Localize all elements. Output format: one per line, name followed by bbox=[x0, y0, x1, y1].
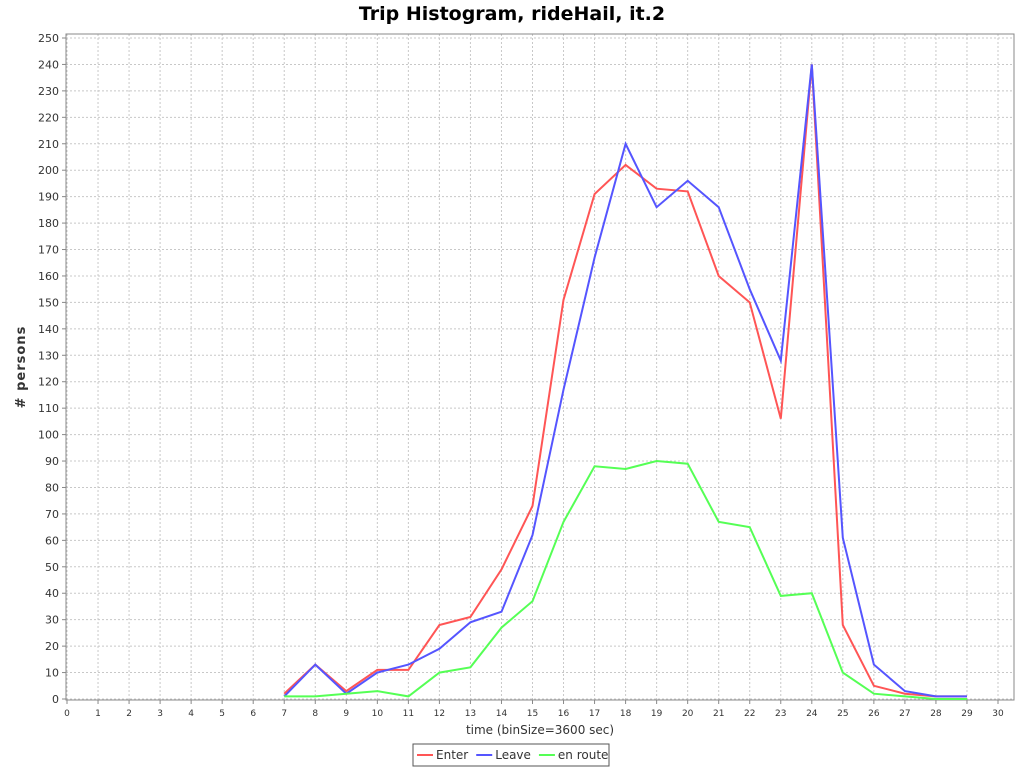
y-tick-label: 40 bbox=[45, 587, 59, 600]
x-tick-label: 21 bbox=[713, 709, 724, 719]
x-tick-label: 9 bbox=[343, 709, 349, 719]
x-tick-label: 2 bbox=[126, 709, 132, 719]
y-tick-label: 180 bbox=[38, 217, 59, 230]
y-tick-label: 160 bbox=[38, 270, 59, 283]
x-tick-label: 0 bbox=[64, 709, 70, 719]
x-axis: 0 1 2 3 4 5 6 7 8 9 10 11 12 13 14 15 16 17 18 19 20 21 22 23 24… bbox=[64, 700, 1004, 719]
x-tick-label: 19 bbox=[651, 709, 663, 719]
y-axis: 0 10 20 30 40 50 60 70 80 90 100 110 120 130 140 150 160… bbox=[38, 32, 66, 706]
legend: Enter Leave en route bbox=[412, 743, 610, 767]
y-tick-label: 110 bbox=[38, 402, 59, 415]
plot-area bbox=[65, 33, 1015, 701]
x-tick-label: 4 bbox=[188, 709, 194, 719]
legend-label-en-route: en route bbox=[558, 748, 609, 762]
x-tick-label: 13 bbox=[465, 709, 476, 719]
y-tick-label: 240 bbox=[38, 58, 59, 71]
y-tick-label: 220 bbox=[38, 111, 59, 124]
y-tick-label: 140 bbox=[38, 323, 59, 336]
legend-label-leave: Leave bbox=[495, 748, 531, 762]
x-tick-label: 26 bbox=[868, 709, 880, 719]
x-tick-label: 30 bbox=[992, 709, 1004, 719]
x-tick-label: 12 bbox=[434, 709, 445, 719]
series-layer bbox=[283, 64, 967, 700]
y-tick-label: 20 bbox=[45, 640, 59, 653]
x-tick-label: 15 bbox=[527, 709, 538, 719]
x-tick-label: 7 bbox=[281, 709, 287, 719]
x-tick-label: 18 bbox=[620, 709, 632, 719]
y-tick-label: 50 bbox=[45, 561, 59, 574]
x-tick-label: 16 bbox=[558, 709, 570, 719]
x-tick-label: 11 bbox=[403, 709, 414, 719]
chart-title: Trip Histogram, rideHail, it.2 bbox=[359, 3, 665, 25]
y-tick-label: 80 bbox=[45, 481, 59, 494]
y-tick-label: 120 bbox=[38, 376, 59, 389]
y-tick-label: 0 bbox=[52, 693, 59, 706]
x-tick-label: 14 bbox=[496, 709, 508, 719]
y-tick-label: 150 bbox=[38, 296, 59, 309]
x-tick-label: 24 bbox=[806, 709, 818, 719]
x-tick-label: 10 bbox=[372, 709, 384, 719]
x-axis-label: time (binSize=3600 sec) bbox=[466, 723, 614, 737]
x-tick-label: 8 bbox=[312, 709, 318, 719]
x-tick-label: 28 bbox=[930, 709, 942, 719]
series-line-en-route bbox=[284, 459, 967, 700]
y-tick-label: 200 bbox=[38, 164, 59, 177]
y-tick-label: 250 bbox=[38, 32, 59, 45]
x-tick-label: 5 bbox=[219, 709, 225, 719]
y-tick-label: 230 bbox=[38, 85, 59, 98]
legend-label-enter: Enter bbox=[436, 748, 468, 762]
y-tick-label: 190 bbox=[38, 191, 59, 204]
x-tick-label: 1 bbox=[95, 709, 101, 719]
x-tick-label: 25 bbox=[837, 709, 848, 719]
x-tick-label: 20 bbox=[682, 709, 694, 719]
grid-lines bbox=[66, 34, 1014, 700]
x-tick-label: 27 bbox=[899, 709, 910, 719]
y-tick-label: 10 bbox=[45, 667, 59, 680]
y-tick-label: 70 bbox=[45, 508, 59, 521]
x-tick-label: 29 bbox=[961, 709, 973, 719]
y-tick-label: 30 bbox=[45, 614, 59, 627]
y-axis-label: # persons bbox=[14, 326, 29, 409]
series-line-leave bbox=[283, 64, 967, 698]
y-tick-label: 90 bbox=[45, 455, 59, 468]
x-tick-label: 6 bbox=[250, 709, 256, 719]
y-tick-label: 60 bbox=[45, 534, 59, 547]
y-tick-label: 100 bbox=[38, 429, 59, 442]
legend-box bbox=[412, 743, 610, 767]
x-tick-label: 23 bbox=[775, 709, 786, 719]
x-tick-label: 17 bbox=[589, 709, 600, 719]
y-tick-label: 170 bbox=[38, 244, 59, 257]
series-line-enter bbox=[283, 64, 967, 698]
x-tick-label: 3 bbox=[157, 709, 163, 719]
y-tick-label: 210 bbox=[38, 138, 59, 151]
y-tick-label: 130 bbox=[38, 349, 59, 362]
x-tick-label: 22 bbox=[744, 709, 755, 719]
